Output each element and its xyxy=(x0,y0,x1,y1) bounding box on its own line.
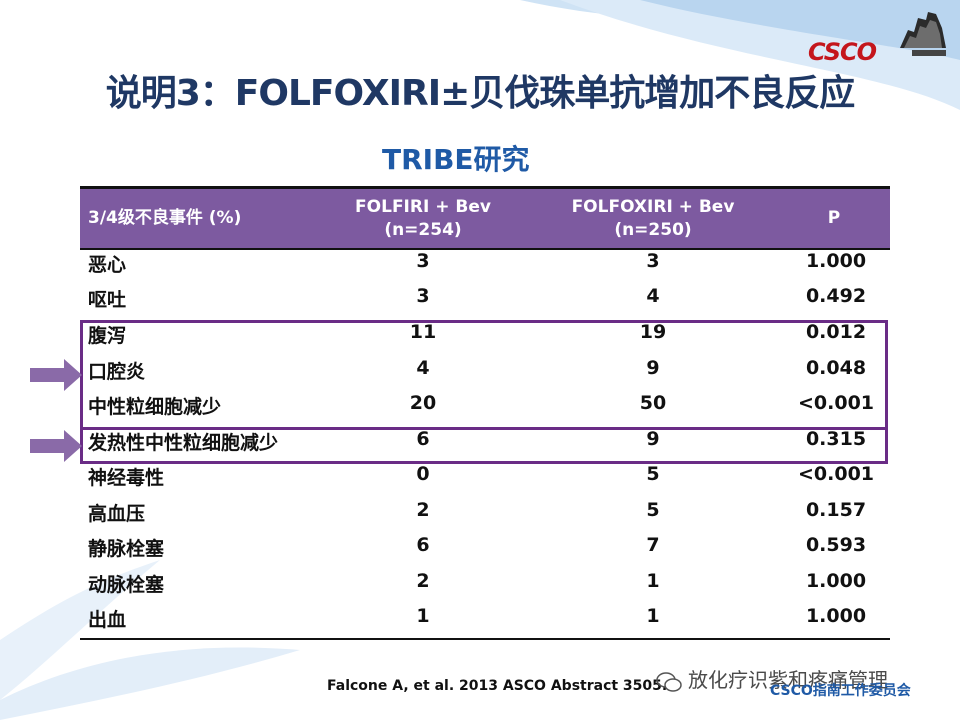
event-name: 静脉栓塞 xyxy=(88,538,165,560)
table-row: 出血 1 1 1.000 xyxy=(80,605,890,640)
p-value: 0.012 xyxy=(805,321,867,343)
csco-logo: CSCO xyxy=(808,8,948,68)
wechat-icon xyxy=(656,671,682,692)
p-value: 1.000 xyxy=(805,250,867,272)
folfoxiri-value: 3 xyxy=(646,250,660,272)
header-adverse-event: 3/4级不良事件 (%) xyxy=(88,189,328,248)
wechat-watermark: 放化疗识紫和疼痛管理 xyxy=(656,664,888,693)
folfoxiri-value: 7 xyxy=(646,534,660,556)
p-value: <0.001 xyxy=(797,463,875,485)
folfiri-value: 1 xyxy=(416,605,430,627)
folfiri-value: 11 xyxy=(409,321,437,343)
folfoxiri-value: 5 xyxy=(646,463,660,485)
folfiri-value: 2 xyxy=(416,570,430,592)
great-wall-icon xyxy=(900,12,946,56)
folfiri-value: 3 xyxy=(416,285,430,307)
p-value: 0.048 xyxy=(805,357,867,379)
table-top-rule xyxy=(80,186,890,189)
highlight-box-febrile-neutropenia xyxy=(80,427,888,464)
p-value: 0.315 xyxy=(805,428,867,450)
p-value: 0.593 xyxy=(805,534,867,556)
table-row: 神经毒性 0 5 <0.001 xyxy=(80,463,890,498)
header-folfiri-bev: FOLFIRI + Bev (n=254) xyxy=(330,189,516,248)
p-value: 0.157 xyxy=(805,499,867,521)
folfoxiri-value: 9 xyxy=(646,428,660,450)
table-row: 发热性中性粒细胞减少 6 9 0.315 xyxy=(80,428,890,463)
p-value: 0.492 xyxy=(805,285,867,307)
header-sample-size: (n=254) xyxy=(384,219,462,240)
folfiri-value: 0 xyxy=(416,463,430,485)
folfoxiri-value: 19 xyxy=(639,321,667,343)
header-sample-size: (n=250) xyxy=(614,219,692,240)
folfoxiri-value: 1 xyxy=(646,570,660,592)
event-name: 中性粒细胞减少 xyxy=(88,396,222,418)
table-row: 口腔炎 4 9 0.048 xyxy=(80,357,890,392)
p-value: <0.001 xyxy=(797,392,875,414)
event-name: 高血压 xyxy=(88,503,146,525)
highlight-box-gi-neutropenia xyxy=(80,320,888,430)
table-row: 静脉栓塞 6 7 0.593 xyxy=(80,534,890,569)
event-name: 神经毒性 xyxy=(88,467,165,489)
citation: Falcone A, et al. 2013 ASCO Abstract 350… xyxy=(327,678,668,694)
event-name: 发热性中性粒细胞减少 xyxy=(88,432,279,454)
table-bottom-rule xyxy=(80,638,890,640)
p-value: 1.000 xyxy=(805,570,867,592)
folfiri-value: 6 xyxy=(416,534,430,556)
table-header-rule xyxy=(80,248,890,250)
table-row: 动脉栓塞 2 1 1.000 xyxy=(80,570,890,605)
table-row: 恶心 3 3 1.000 xyxy=(80,250,890,285)
event-name: 腹泻 xyxy=(88,325,127,347)
folfiri-value: 2 xyxy=(416,499,430,521)
header-label: 3/4级不良事件 (%) xyxy=(88,208,242,229)
folfoxiri-value: 50 xyxy=(639,392,667,414)
table-row: 中性粒细胞减少 20 50 <0.001 xyxy=(80,392,890,427)
event-name: 恶心 xyxy=(88,254,127,276)
page-title: 说明3：FOLFOXIRI±贝伐珠单抗增加不良反应 xyxy=(105,73,856,114)
header-p-value: P xyxy=(774,189,894,248)
study-subtitle: TRIBE研究 xyxy=(382,143,530,176)
folfiri-value: 20 xyxy=(409,392,437,414)
table-header-bar xyxy=(80,189,890,248)
arrow-right-icon xyxy=(30,430,82,462)
event-name: 呕吐 xyxy=(88,289,127,311)
logo-text: CSCO xyxy=(808,38,877,66)
folfoxiri-value: 5 xyxy=(646,499,660,521)
header-label: P xyxy=(827,208,841,229)
event-name: 口腔炎 xyxy=(88,361,146,383)
table-row: 呕吐 3 4 0.492 xyxy=(80,285,890,320)
folfiri-value: 4 xyxy=(416,357,430,379)
p-value: 1.000 xyxy=(805,605,867,627)
folfiri-value: 6 xyxy=(416,428,430,450)
arrow-right-icon xyxy=(30,359,82,391)
folfiri-value: 3 xyxy=(416,250,430,272)
header-label: FOLFOXIRI + Bev xyxy=(571,196,735,217)
table-row: 腹泻 11 19 0.012 xyxy=(80,321,890,356)
folfoxiri-value: 1 xyxy=(646,605,660,627)
table-row: 高血压 2 5 0.157 xyxy=(80,499,890,534)
watermark-text: 放化疗识紫和疼痛管理 xyxy=(688,668,888,692)
event-name: 出血 xyxy=(88,609,127,631)
header-folfoxiri-bev: FOLFOXIRI + Bev (n=250) xyxy=(545,189,761,248)
event-name: 动脉栓塞 xyxy=(88,574,165,596)
footer-organization: CSCO指南工作委员会 xyxy=(770,683,911,699)
header-label: FOLFIRI + Bev xyxy=(355,196,491,217)
folfoxiri-value: 9 xyxy=(646,357,660,379)
folfoxiri-value: 4 xyxy=(646,285,660,307)
